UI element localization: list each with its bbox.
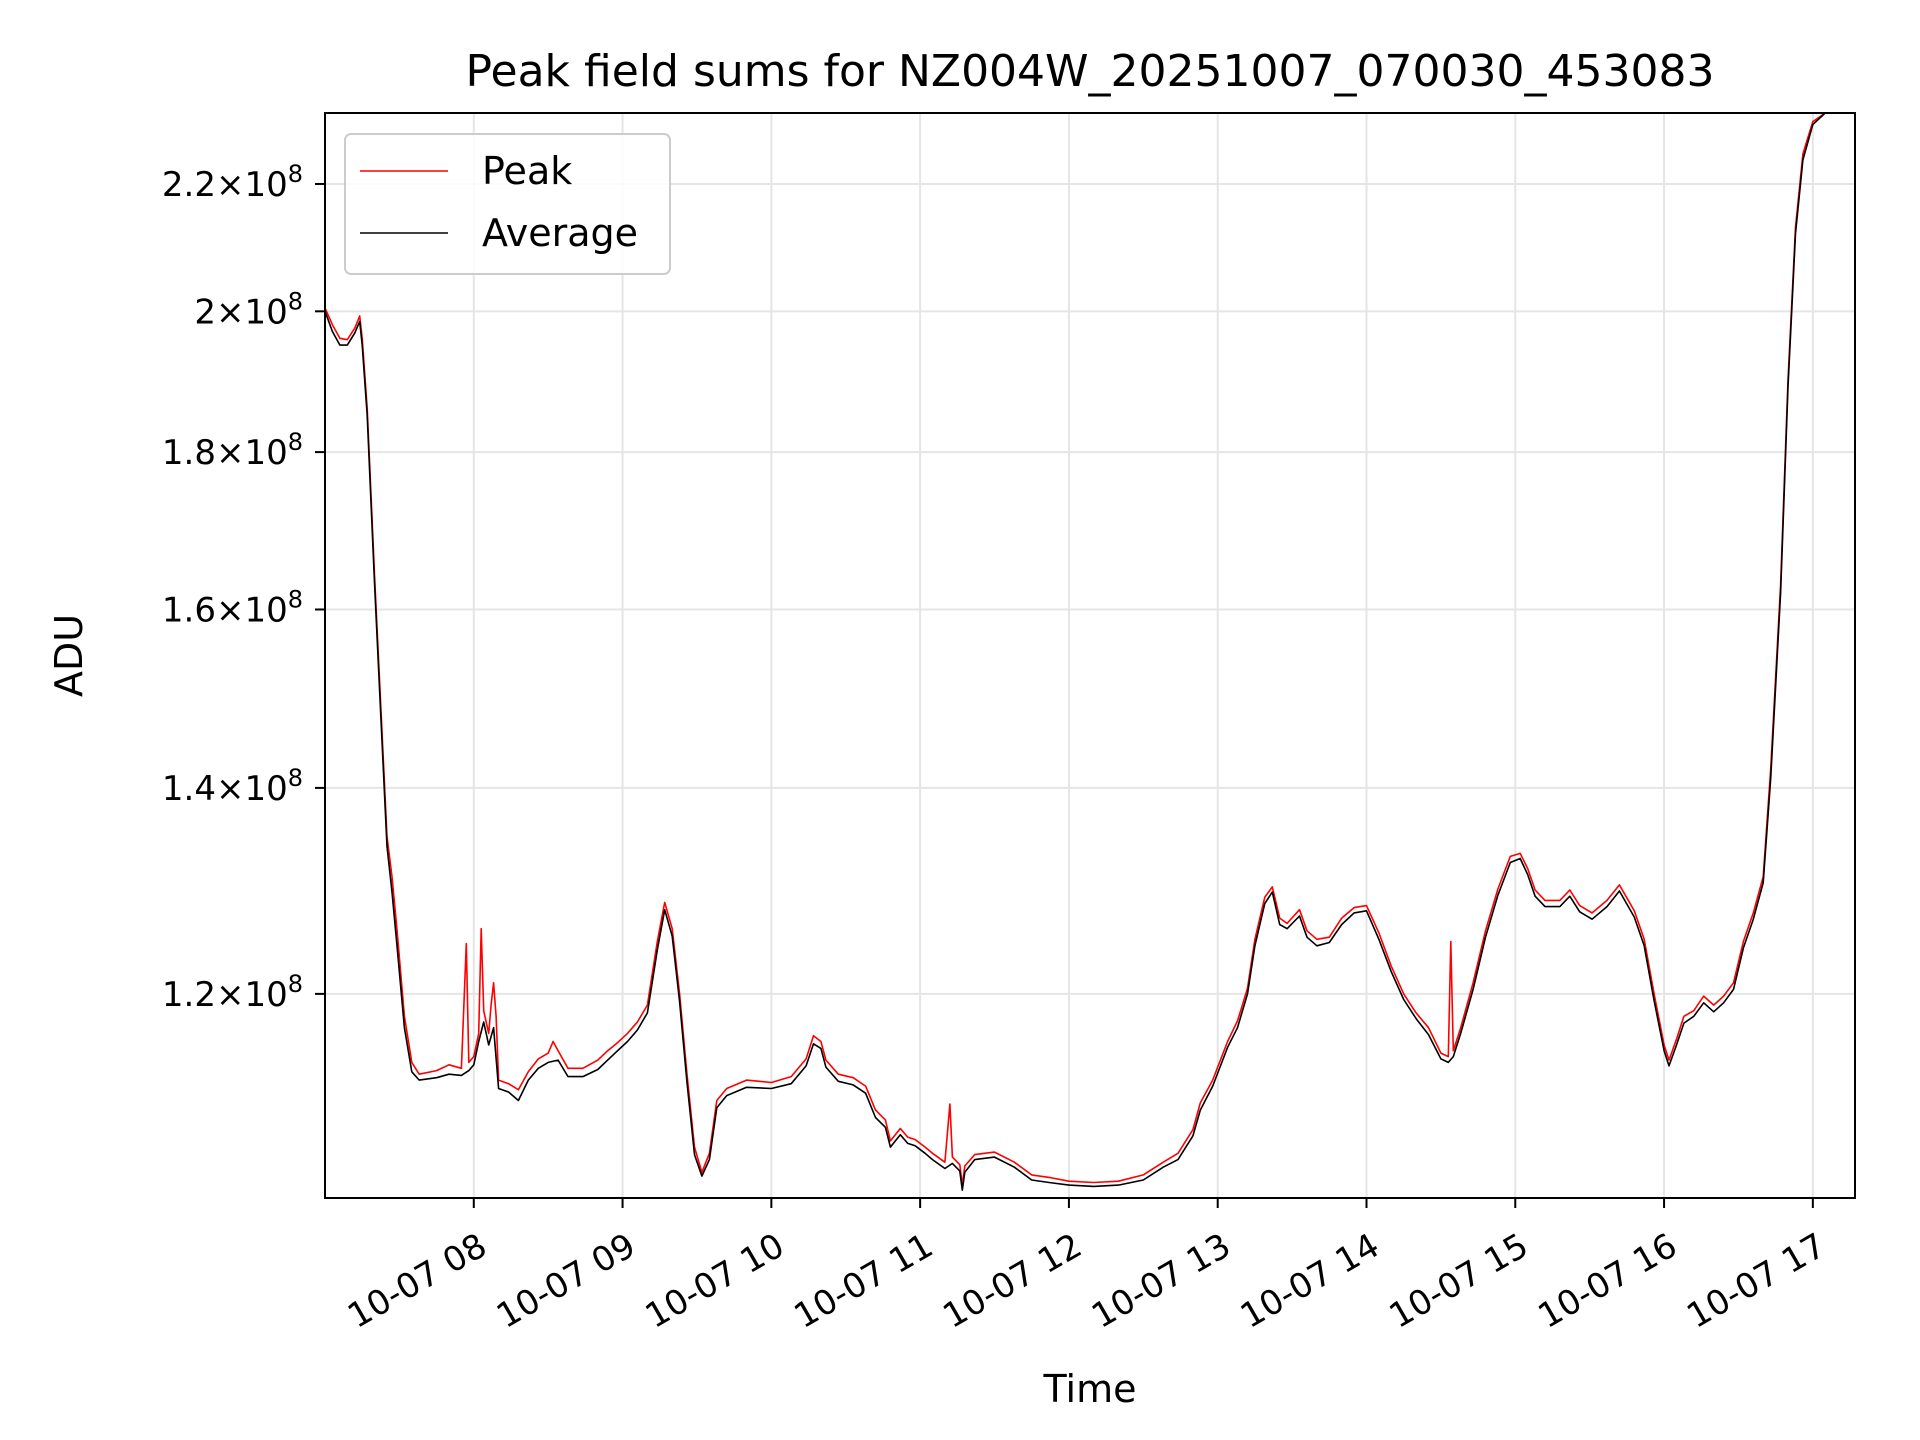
series-line-average (325, 113, 1826, 1191)
legend-label-peak: Peak (482, 149, 572, 193)
x-axis-label: Time (1043, 1367, 1137, 1411)
y-tick-label: 1.2×108 (162, 970, 303, 1015)
grid (325, 113, 1855, 1198)
y-tick-label: 2.2×108 (162, 160, 303, 205)
y-tick-label: 2×108 (194, 287, 303, 332)
y-tick-label: 1.8×108 (162, 428, 303, 473)
y-tick-label: 1.4×108 (162, 764, 303, 809)
plot-frame (324, 112, 1856, 1199)
legend-label-average: Average (482, 211, 638, 255)
y-axis-label: ADU (47, 614, 91, 697)
chart-title: Peak field sums for NZ004W_20251007_0700… (466, 46, 1715, 97)
legend: Peak Average (344, 133, 671, 275)
y-tick-label: 1.6×108 (162, 585, 303, 630)
series-lines (325, 113, 1826, 1191)
legend-box (344, 133, 671, 275)
